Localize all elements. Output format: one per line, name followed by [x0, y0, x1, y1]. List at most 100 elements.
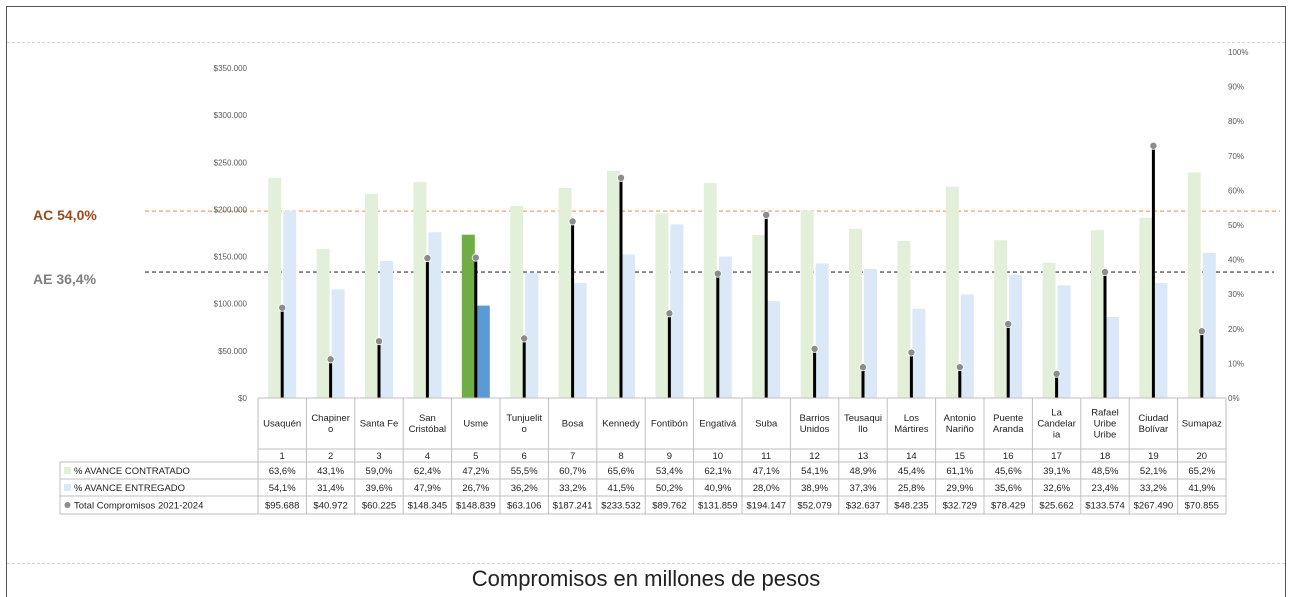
category-label: Barrios	[800, 413, 830, 424]
bar-avance-contratado	[607, 171, 620, 398]
category-label: Usaquén	[263, 419, 301, 430]
chart-caption: Compromisos en millones de pesos	[471, 566, 821, 591]
bar-avance-contratado	[1091, 230, 1104, 398]
category-label: Chapiner	[311, 413, 350, 424]
category-number: 12	[809, 451, 820, 462]
table-cell-value: $63.106	[507, 501, 541, 512]
bar-avance-entregado	[476, 305, 490, 398]
bar-avance-entregado	[912, 308, 926, 398]
table-cell-value: 33,2%	[559, 483, 586, 494]
table-cell-value: 48,5%	[1092, 466, 1119, 477]
total-point	[859, 363, 868, 372]
bar-avance-contratado	[1042, 262, 1056, 398]
table-cell-value: 29,9%	[946, 483, 973, 494]
table-cell-value: 43,1%	[317, 466, 344, 477]
table-cell-value: $148.345	[408, 501, 448, 512]
table-cell-value: 59,0%	[366, 466, 393, 477]
left-axis-tick: $0	[238, 394, 247, 403]
category-label: Uribe	[1094, 430, 1117, 441]
right-axis-ticks: 0% 10% 20% 30% 40% 50% 60% 70% 80% 90% 100%	[1228, 48, 1248, 403]
table-cell-value: 61,1%	[946, 466, 973, 477]
bar-avance-entregado	[525, 272, 539, 398]
left-axis-tick: $350.000	[214, 64, 248, 73]
table-cell-value: 48,9%	[850, 466, 877, 477]
total-lollipops	[278, 141, 1206, 398]
bar-avance-entregado	[428, 232, 442, 398]
category-label: Rafael	[1091, 408, 1118, 419]
bottom-divider	[7, 563, 1285, 564]
table-cell-value: 54,1%	[269, 483, 296, 494]
table-cell-value: $32.637	[846, 501, 880, 512]
category-number: 13	[858, 451, 869, 462]
category-label: Suba	[755, 419, 778, 430]
category-label: Usme	[463, 419, 488, 430]
bar-avance-contratado	[703, 183, 717, 398]
total-point	[326, 355, 335, 364]
bar-avance-contratado	[752, 235, 766, 398]
category-label: ia	[1053, 430, 1061, 441]
total-point	[955, 363, 964, 372]
left-axis-tick: $100.000	[214, 300, 248, 309]
category-label: La	[1051, 408, 1062, 419]
table-cell-value: $148.839	[456, 501, 496, 512]
category-number: 19	[1148, 451, 1159, 462]
table-cell-value: 39,1%	[1043, 466, 1070, 477]
bar-avance-entregado	[283, 210, 297, 398]
table-cell-value: 39,6%	[366, 483, 393, 494]
total-point	[1101, 268, 1110, 277]
category-number: 7	[570, 451, 575, 462]
bars	[268, 171, 1216, 398]
category-label: Santa Fe	[360, 419, 399, 430]
category-number: 16	[1003, 451, 1014, 462]
category-label: Sumapaz	[1182, 419, 1222, 430]
right-axis-tick: 40%	[1228, 256, 1244, 265]
bar-avance-contratado	[945, 186, 959, 398]
table-cell-value: $48.235	[894, 501, 928, 512]
table-cell-value: 35,6%	[995, 483, 1022, 494]
table-cell-value: 50,2%	[656, 483, 683, 494]
category-label: Candelar	[1037, 419, 1076, 430]
category-label: Kennedy	[602, 419, 640, 430]
category-label: San	[419, 413, 436, 424]
bar-avance-entregado	[1106, 317, 1119, 398]
table-cell-value: 36,2%	[511, 483, 538, 494]
table-cell-value: 47,1%	[753, 466, 780, 477]
total-point	[520, 334, 529, 343]
table-cell-value: 62,4%	[414, 466, 441, 477]
category-number: 17	[1051, 451, 1062, 462]
category-number: 2	[328, 451, 333, 462]
right-axis-tick: 10%	[1228, 359, 1244, 368]
category-label: Nariño	[946, 424, 974, 435]
right-axis-tick: 50%	[1228, 221, 1244, 230]
category-label: Bolívar	[1139, 424, 1169, 435]
table-cell-value: $233.532	[601, 501, 641, 512]
table-cell-value: 45,6%	[995, 466, 1022, 477]
series-row-label: % AVANCE CONTRATADO	[74, 466, 190, 477]
table-cell-value: 47,9%	[414, 483, 441, 494]
table-cell-value: $32.729	[943, 501, 977, 512]
left-axis-tick: $50.000	[218, 347, 247, 356]
category-label: Los	[904, 413, 920, 424]
table-cell-value: 40,9%	[704, 483, 731, 494]
table-cell-value: 53,4%	[656, 466, 683, 477]
right-axis-tick: 0%	[1228, 394, 1240, 403]
left-axis-tick: $250.000	[214, 158, 248, 167]
category-number: 4	[425, 451, 430, 462]
bar-avance-contratado	[1139, 217, 1153, 398]
bar-avance-entregado	[670, 224, 684, 398]
table-cell-value: 41,5%	[608, 483, 635, 494]
total-point	[1197, 327, 1206, 336]
table-cell-value: $40.972	[313, 501, 347, 512]
table-cell-value: 60,7%	[559, 466, 586, 477]
table-cell-value: 26,7%	[462, 483, 489, 494]
table-cell-value: 32,6%	[1043, 483, 1070, 494]
total-point	[713, 269, 722, 278]
category-label: Aranda	[993, 424, 1024, 435]
table-cell-value: $133.574	[1085, 501, 1125, 512]
table-cell-value: $194.147	[746, 501, 786, 512]
bar-avance-contratado	[510, 205, 524, 398]
ac-reference-label: AC 54,0%	[33, 207, 97, 223]
category-number: 20	[1197, 451, 1208, 462]
category-number: 11	[761, 451, 771, 462]
total-point	[1004, 320, 1013, 329]
